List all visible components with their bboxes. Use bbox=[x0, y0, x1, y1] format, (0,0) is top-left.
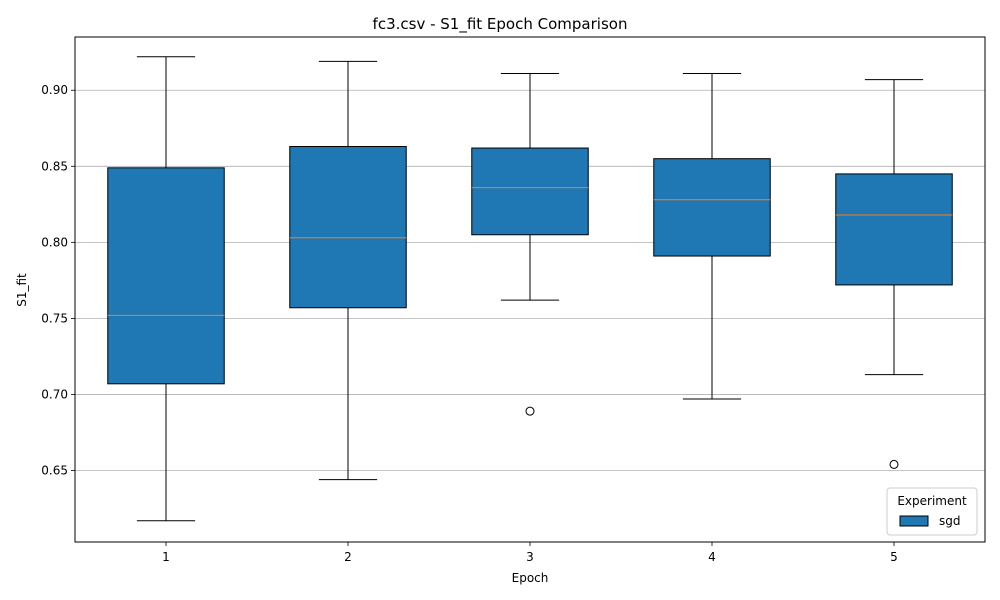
x-tick-label: 5 bbox=[890, 550, 898, 564]
box-group bbox=[653, 73, 771, 400]
box-group bbox=[107, 56, 225, 522]
y-tick-label: 0.80 bbox=[41, 235, 68, 249]
y-axis: 0.65 0.70 0.75 0.80 0.85 0.90 bbox=[41, 83, 75, 478]
box bbox=[289, 146, 407, 309]
y-tick-label: 0.75 bbox=[41, 311, 68, 325]
legend-label-sgd: sgd bbox=[939, 514, 961, 528]
y-tick-label: 0.65 bbox=[41, 464, 68, 478]
box bbox=[107, 167, 225, 385]
chart-title: fc3.csv - S1_fit Epoch Comparison bbox=[373, 15, 628, 34]
box bbox=[835, 173, 953, 286]
outlier-point bbox=[889, 459, 899, 469]
y-axis-label: S1_fit bbox=[15, 273, 29, 307]
x-tick-label: 4 bbox=[708, 550, 716, 564]
box-group bbox=[289, 60, 407, 481]
box bbox=[653, 158, 771, 257]
legend-swatch-sgd bbox=[899, 515, 929, 527]
x-tick-label: 2 bbox=[344, 550, 352, 564]
y-tick-label: 0.85 bbox=[41, 159, 68, 173]
outlier-point bbox=[525, 406, 535, 416]
y-tick-label: 0.90 bbox=[41, 83, 68, 97]
box bbox=[471, 147, 589, 236]
box-group bbox=[835, 79, 953, 469]
legend-title: Experiment bbox=[897, 494, 967, 508]
legend: Experiment sgd bbox=[886, 487, 978, 536]
y-tick-label: 0.70 bbox=[41, 387, 68, 401]
box-group bbox=[471, 73, 589, 416]
x-axis: 1 2 3 4 5 bbox=[162, 542, 898, 564]
x-tick-label: 3 bbox=[526, 550, 534, 564]
x-axis-label: Epoch bbox=[512, 571, 549, 585]
x-tick-label: 1 bbox=[162, 550, 170, 564]
boxplots bbox=[107, 56, 953, 522]
